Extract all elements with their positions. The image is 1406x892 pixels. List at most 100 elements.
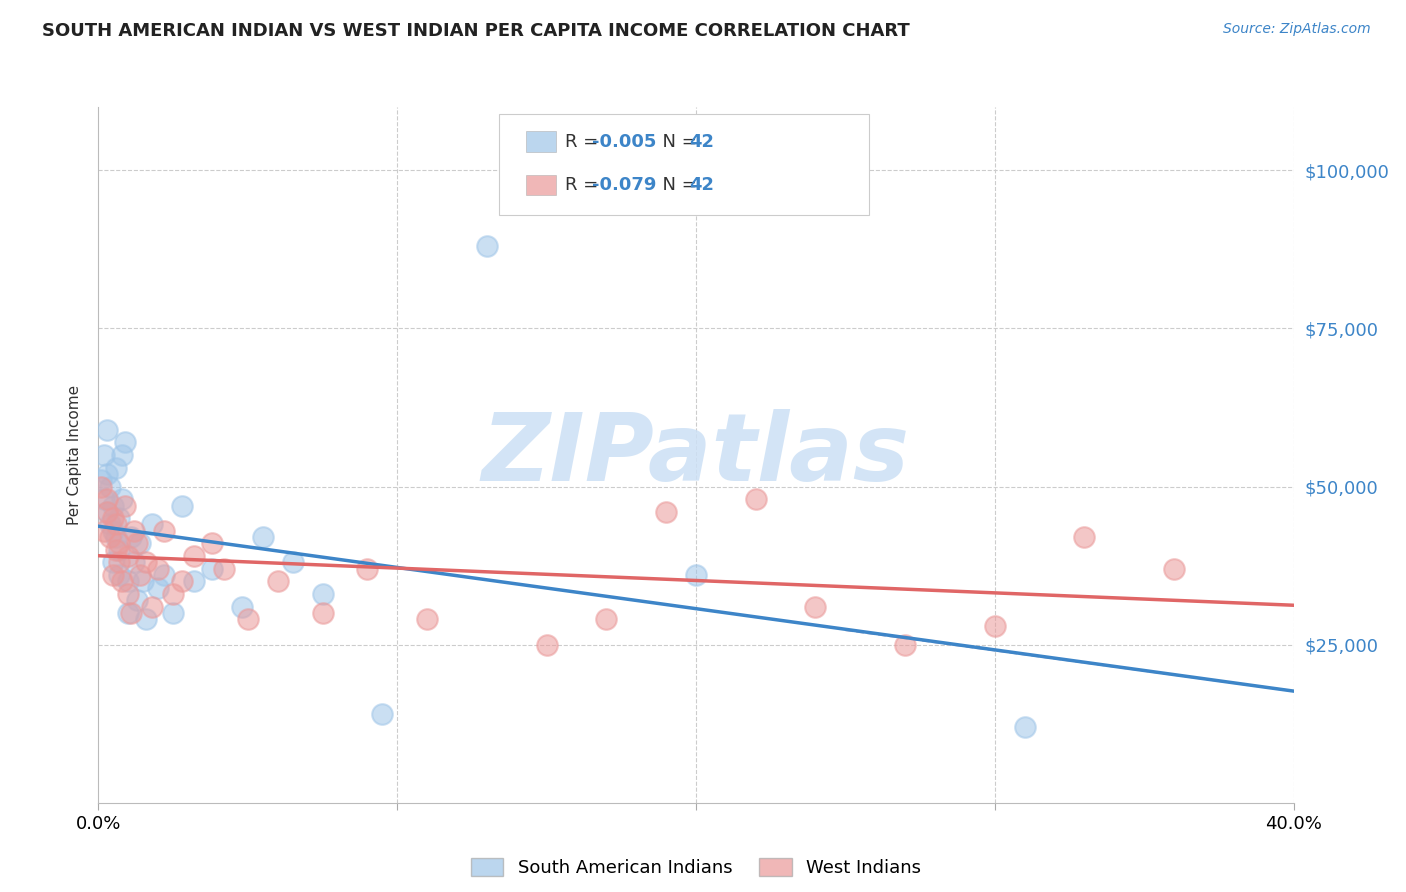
Point	[475, 239, 498, 253]
Point	[96, 423, 118, 437]
Point	[120, 530, 142, 544]
Point	[108, 536, 131, 550]
Point	[96, 467, 118, 481]
Text: N =: N =	[651, 133, 702, 151]
Point	[93, 448, 115, 462]
Point	[141, 599, 163, 614]
Point	[105, 542, 128, 557]
Point	[117, 606, 139, 620]
FancyBboxPatch shape	[526, 131, 557, 153]
Point	[103, 556, 125, 570]
Point	[267, 574, 290, 589]
Point	[117, 549, 139, 563]
Point	[281, 556, 304, 570]
Point	[100, 530, 122, 544]
Point	[1073, 530, 1095, 544]
Point	[103, 511, 125, 525]
Point	[124, 556, 146, 570]
Point	[117, 587, 139, 601]
Point	[100, 479, 122, 493]
Point	[114, 435, 136, 450]
Text: -0.005: -0.005	[592, 133, 657, 151]
Point	[1014, 720, 1036, 734]
Point	[111, 574, 134, 589]
Point	[135, 556, 157, 570]
Point	[93, 524, 115, 538]
Text: R =: R =	[565, 133, 603, 151]
Point	[108, 568, 131, 582]
Point	[183, 574, 205, 589]
Point	[129, 536, 152, 550]
Point	[108, 542, 131, 557]
Point	[183, 549, 205, 563]
Point	[141, 517, 163, 532]
Point	[371, 707, 394, 722]
Point	[212, 562, 235, 576]
Point	[201, 536, 224, 550]
Text: SOUTH AMERICAN INDIAN VS WEST INDIAN PER CAPITA INCOME CORRELATION CHART: SOUTH AMERICAN INDIAN VS WEST INDIAN PER…	[42, 22, 910, 40]
Point	[236, 612, 259, 626]
Point	[111, 448, 134, 462]
Point	[108, 556, 131, 570]
Point	[127, 536, 149, 550]
Point	[127, 593, 149, 607]
Point	[124, 524, 146, 538]
Point	[96, 492, 118, 507]
Point	[894, 638, 917, 652]
Point	[172, 499, 194, 513]
Point	[100, 517, 122, 532]
Point	[135, 612, 157, 626]
Point	[231, 599, 253, 614]
Point	[804, 599, 827, 614]
Point	[93, 492, 115, 507]
Point	[108, 511, 131, 525]
Point	[685, 568, 707, 582]
Point	[90, 473, 112, 487]
FancyBboxPatch shape	[526, 175, 557, 195]
Point	[153, 524, 176, 538]
Text: 42: 42	[689, 133, 714, 151]
Point	[655, 505, 678, 519]
Text: 42: 42	[689, 176, 714, 194]
Point	[153, 568, 176, 582]
Point	[114, 499, 136, 513]
Y-axis label: Per Capita Income: Per Capita Income	[67, 384, 83, 525]
Point	[111, 492, 134, 507]
Text: R =: R =	[565, 176, 603, 194]
Text: ZIPatlas: ZIPatlas	[482, 409, 910, 501]
Point	[1163, 562, 1185, 576]
Point	[96, 505, 118, 519]
Point	[172, 574, 194, 589]
Point	[162, 587, 184, 601]
Point	[356, 562, 378, 576]
Point	[984, 618, 1007, 632]
Point	[103, 499, 125, 513]
Point	[103, 524, 125, 538]
FancyBboxPatch shape	[499, 114, 869, 215]
Point	[129, 568, 152, 582]
Point	[745, 492, 768, 507]
Legend: South American Indians, West Indians: South American Indians, West Indians	[464, 850, 928, 884]
Point	[105, 530, 128, 544]
Point	[416, 612, 439, 626]
Text: -0.079: -0.079	[592, 176, 657, 194]
Point	[105, 460, 128, 475]
Point	[148, 581, 170, 595]
Point	[252, 530, 274, 544]
Point	[105, 517, 128, 532]
Point	[311, 606, 333, 620]
Text: Source: ZipAtlas.com: Source: ZipAtlas.com	[1223, 22, 1371, 37]
Point	[90, 479, 112, 493]
Point	[103, 568, 125, 582]
Point	[311, 587, 333, 601]
Point	[132, 574, 155, 589]
Point	[148, 562, 170, 576]
Point	[201, 562, 224, 576]
Point	[595, 612, 617, 626]
Point	[162, 606, 184, 620]
Text: N =: N =	[651, 176, 702, 194]
Point	[536, 638, 558, 652]
Point	[117, 574, 139, 589]
Point	[96, 505, 118, 519]
Point	[120, 606, 142, 620]
